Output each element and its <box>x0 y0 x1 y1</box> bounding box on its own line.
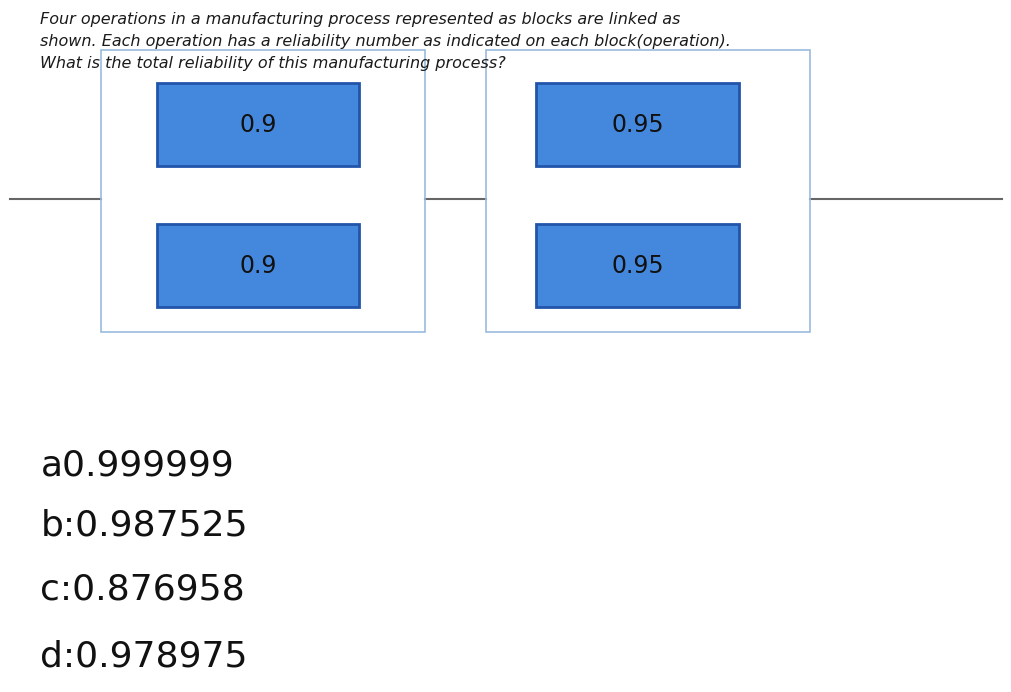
Bar <box>536 224 738 307</box>
Text: 0.9: 0.9 <box>240 113 276 136</box>
Text: 0.9: 0.9 <box>240 254 276 277</box>
Text: 0.95: 0.95 <box>611 113 663 136</box>
Text: b:0.987525: b:0.987525 <box>40 509 248 543</box>
Bar <box>157 83 359 166</box>
Bar <box>536 83 738 166</box>
Text: d:0.978975: d:0.978975 <box>40 639 248 673</box>
Text: a0.999999: a0.999999 <box>40 448 234 482</box>
Bar <box>485 50 809 332</box>
Bar <box>101 50 425 332</box>
Text: 0.95: 0.95 <box>611 254 663 277</box>
Text: c:0.876958: c:0.876958 <box>40 572 245 607</box>
Text: Four operations in a manufacturing process represented as blocks are linked as
s: Four operations in a manufacturing proce… <box>40 12 731 71</box>
Bar <box>157 224 359 307</box>
